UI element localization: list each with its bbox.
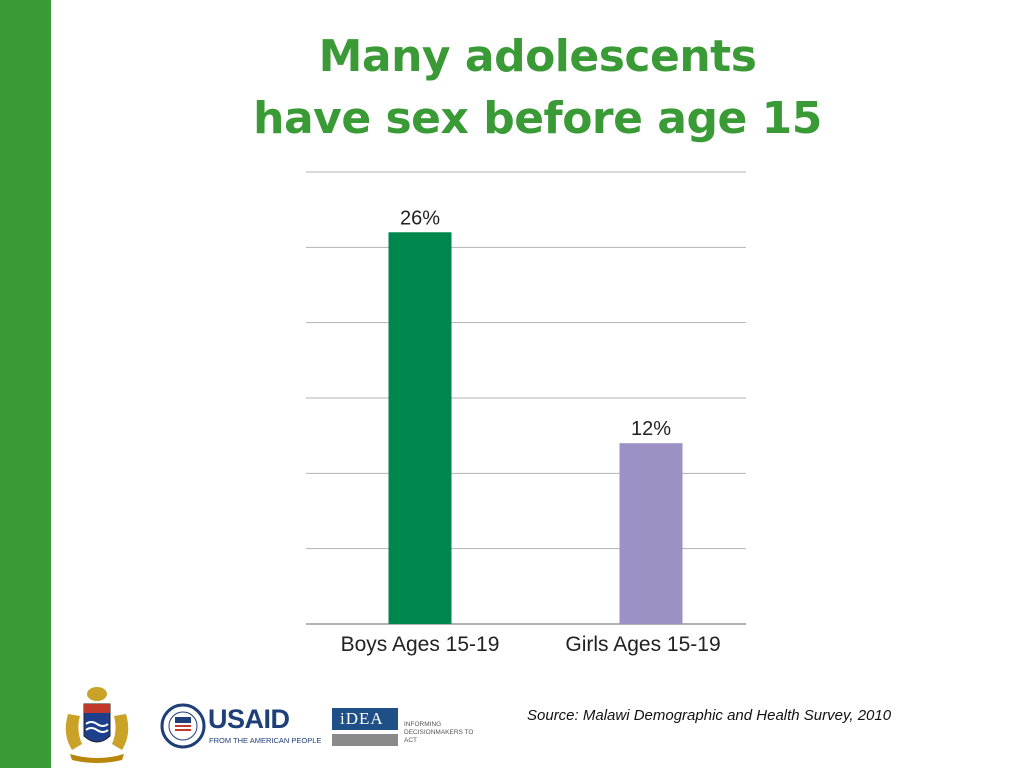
usaid-wordmark: USAID [208, 704, 290, 734]
idea-wordmark-box: iDEA [332, 708, 398, 730]
data-label: 12% [631, 418, 671, 440]
idea-gray-bar [332, 734, 398, 746]
source-note: Source: Malawi Demographic and Health Su… [527, 707, 892, 724]
idea-tagline: INFORMING DECISIONMAKERS TO ACT [404, 721, 474, 744]
usaid-seal-icon [160, 703, 206, 749]
idea-logo: iDEA INFORMING DECISIONMAKERS TO ACT [332, 708, 474, 750]
usaid-logo: USAID FROM THE AMERICAN PEOPLE [160, 702, 321, 750]
bar [388, 232, 452, 624]
category-label: Girls Ages 15-19 [565, 633, 720, 656]
bar [619, 443, 683, 624]
category-label: Boys Ages 15-19 [341, 633, 500, 656]
title-line-2: have sex before age 15 [253, 93, 822, 144]
usaid-tagline: FROM THE AMERICAN PEOPLE [209, 736, 322, 745]
data-label: 26% [400, 207, 440, 229]
bar-chart: 26% Boys Ages 15-19 12% Girls Ages 15-19 [306, 171, 746, 656]
slide-title: Many adolescents have sex before age 15 [51, 26, 1024, 150]
malawi-coat-of-arms-icon [65, 687, 129, 763]
title-line-1: Many adolescents [318, 31, 757, 82]
accent-side-bar [0, 0, 51, 768]
idea-wordmark: iDEA [340, 709, 384, 728]
